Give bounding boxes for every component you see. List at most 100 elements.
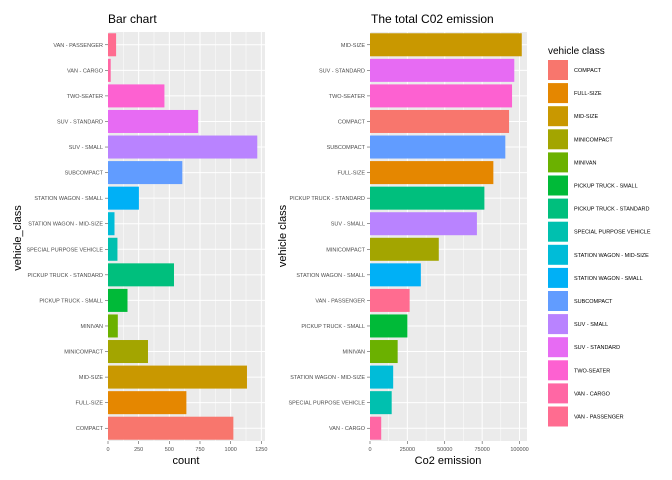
legend-key	[548, 406, 568, 427]
y-tick-label: STATION WAGON - MID-SIZE	[290, 375, 365, 381]
bar-chart-co2: VAN - CARGO SPECIAL PURPOSE VEHICLE STATIO…	[277, 12, 529, 467]
x-axis-label: count	[173, 455, 200, 467]
y-tick-label: FULL-SIZE	[337, 171, 365, 177]
legend-label: COMPACT	[574, 68, 602, 74]
legend-key	[548, 337, 568, 358]
legend-key	[548, 244, 568, 265]
legend-key	[548, 360, 568, 381]
x-axis-label: Co2 emission	[415, 455, 482, 467]
bar-pickup-truck-standard	[108, 263, 174, 287]
legend-label: MINIVAN	[574, 160, 597, 166]
bar-compact	[108, 416, 234, 440]
bar-chart-count: COMPACT FULL-SIZE MID-SIZE MINICOMPACT MINIV…	[12, 12, 267, 467]
bar-two-seater	[108, 84, 165, 108]
y-tick-label: MINIVAN	[80, 324, 103, 330]
bar-pickup-truck-small	[108, 288, 128, 312]
legend-label: PICKUP TRUCK - SMALL	[574, 184, 638, 190]
bar-subcompact	[370, 135, 506, 159]
legend-key	[548, 129, 568, 150]
x-tick-label: 1250	[255, 447, 267, 453]
y-tick-label: STATION WAGON - SMALL	[34, 196, 103, 202]
bar-mid-size	[108, 365, 247, 389]
y-tick-label: SUV - SMALL	[331, 222, 365, 228]
bars	[108, 33, 258, 440]
y-tick-label: TWO-SEATER	[67, 94, 103, 100]
bar-van-passenger	[108, 33, 117, 57]
bar-minicompact	[370, 237, 439, 261]
bar-minivan	[370, 340, 398, 364]
bar-special-purpose-vehicle	[370, 391, 392, 415]
y-tick-label: MINICOMPACT	[64, 350, 103, 356]
legend-label: PICKUP TRUCK - STANDARD	[574, 207, 650, 213]
bar-compact	[370, 109, 510, 133]
bar-special-purpose-vehicle	[108, 237, 118, 261]
legend-key	[548, 221, 568, 242]
bar-minicompact	[108, 340, 148, 364]
y-tick-label: SUV - SMALL	[69, 145, 103, 151]
x-tick-label: 0	[106, 447, 109, 453]
y-tick-labels: VAN - CARGO SPECIAL PURPOSE VEHICLE STATIO…	[288, 43, 370, 432]
bar-suv-standard	[370, 58, 515, 82]
legend-label: VAN - PASSENGER	[574, 415, 624, 421]
x-tick-label: 1000	[225, 447, 237, 453]
x-tick-label: 0	[368, 447, 371, 453]
y-tick-label: SUBCOMPACT	[327, 145, 366, 151]
bar-station-wagon-small	[370, 263, 421, 287]
legend-items: COMPACT FULL-SIZE MID-SIZE MINICOMPACT MINIV…	[548, 60, 651, 427]
legend-label: FULL-SIZE	[574, 91, 602, 97]
bar-full-size	[370, 161, 494, 185]
y-tick-label: MID-SIZE	[341, 43, 365, 49]
legend-key	[548, 106, 568, 127]
x-tick-label: 75000	[474, 447, 489, 453]
bar-station-wagon-small	[108, 186, 139, 210]
bar-pickup-truck-small	[370, 314, 408, 338]
y-tick-label: STATION WAGON - SMALL	[296, 273, 365, 279]
legend-key	[548, 314, 568, 335]
y-tick-label: VAN - CARGO	[67, 68, 104, 74]
bar-suv-small	[370, 212, 477, 236]
bar-van-passenger	[370, 288, 410, 312]
bar-station-wagon-mid-size	[370, 365, 394, 389]
legend-key	[548, 383, 568, 404]
y-tick-label: STATION WAGON - MID-SIZE	[28, 222, 103, 228]
bar-station-wagon-mid-size	[108, 212, 115, 236]
legend-label: SUV - SMALL	[574, 322, 608, 328]
bar-van-cargo	[108, 58, 111, 82]
legend-label: STATION WAGON - SMALL	[574, 276, 643, 282]
legend-label: VAN - CARGO	[574, 391, 611, 397]
legend-key	[548, 198, 568, 219]
x-tick-label: 500	[165, 447, 174, 453]
bar-suv-standard	[108, 109, 199, 133]
y-tick-label: COMPACT	[338, 119, 366, 125]
y-tick-label: VAN - PASSENGER	[53, 43, 103, 49]
y-tick-labels: COMPACT FULL-SIZE MID-SIZE MINICOMPACT MINIV…	[26, 43, 108, 432]
bar-suv-small	[108, 135, 258, 159]
legend: vehicle class COMPACT FULL-SIZE MID-SIZE MI…	[548, 46, 651, 427]
legend-key	[548, 267, 568, 288]
legend-title: vehicle class	[548, 46, 605, 57]
legend-label: SUV - STANDARD	[574, 345, 620, 351]
x-tick-label: 100000	[510, 447, 528, 453]
x-tick-label: 750	[195, 447, 204, 453]
legend-label: STATION WAGON - MID-SIZE	[574, 253, 649, 259]
legend-label: SUBCOMPACT	[574, 299, 613, 305]
legend-label: MINICOMPACT	[574, 137, 613, 143]
bar-full-size	[108, 391, 187, 415]
legend-key	[548, 60, 568, 80]
bar-subcompact	[108, 161, 183, 185]
x-tick-label: 25000	[400, 447, 415, 453]
legend-key	[548, 291, 568, 311]
bars	[370, 33, 522, 440]
x-tick-label: 250	[134, 447, 143, 453]
x-tick-label: 50000	[437, 447, 452, 453]
bar-pickup-truck-standard	[370, 186, 485, 210]
bar-mid-size	[370, 33, 522, 57]
chart-title: The total C02 emission	[371, 12, 494, 26]
y-tick-label: COMPACT	[76, 426, 104, 432]
bar-minivan	[108, 314, 118, 338]
x-tick-labels: 0 250 500 750 1000 1250	[106, 441, 267, 453]
legend-key	[548, 175, 568, 196]
chart-title: Bar chart	[108, 12, 157, 26]
y-tick-label: PICKUP TRUCK - SMALL	[301, 324, 365, 330]
